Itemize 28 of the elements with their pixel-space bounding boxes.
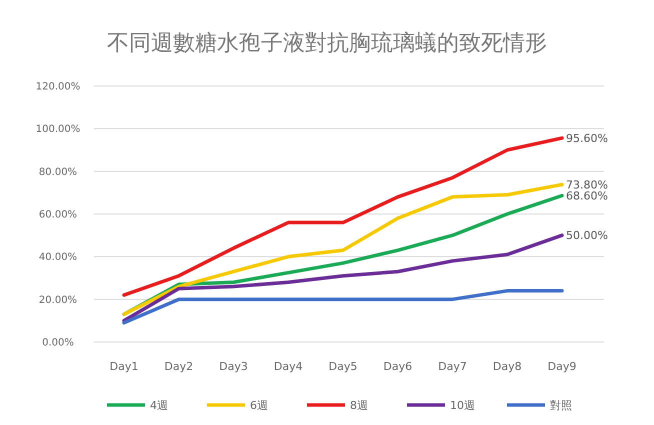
data-label: 50.00% (566, 229, 608, 242)
x-tick-label: Day7 (438, 360, 467, 373)
line-series (122, 234, 564, 322)
data-label: 95.60% (566, 132, 608, 145)
legend-label: 8週 (350, 398, 368, 412)
x-tick-label: Day4 (274, 360, 303, 373)
line-series (122, 136, 564, 297)
chart-title: 不同週數糖水孢子液對抗胸琉璃蟻的致死情形 (107, 31, 547, 56)
data-label: 73.80% (566, 178, 608, 192)
x-tick-label: Day8 (492, 360, 522, 373)
y-tick-label: 100.00% (36, 124, 80, 136)
y-tick-label: 120.00% (36, 82, 80, 92)
x-tick-label: Day9 (548, 360, 576, 373)
x-tick-label: Day6 (383, 360, 412, 373)
y-tick-label: 60.00% (38, 210, 78, 220)
y-tick-label: 80.00% (38, 166, 78, 178)
y-tick-label: 20.00% (38, 294, 78, 306)
legend-label: 4週 (150, 398, 168, 412)
y-tick-label: 40.00% (38, 252, 78, 264)
x-tick-label: Day1 (110, 360, 138, 373)
y-tick-label: 0.00% (42, 338, 74, 348)
legend-label: 10週 (450, 398, 475, 412)
legend-label: 對照 (550, 398, 572, 412)
x-tick-label: Day3 (219, 360, 248, 373)
x-tick-label: Day2 (164, 360, 194, 373)
legend-label: 6週 (250, 398, 268, 412)
data-label: 68.60% (566, 190, 608, 203)
x-tick-label: Day5 (328, 360, 358, 373)
